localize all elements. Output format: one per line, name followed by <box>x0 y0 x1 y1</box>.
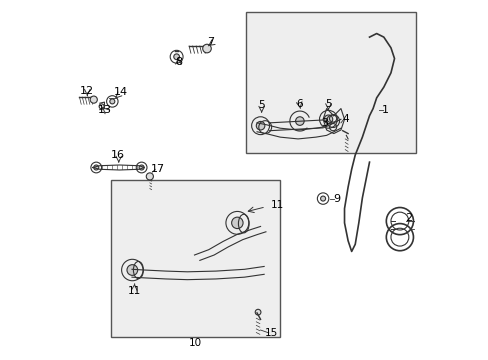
Text: 10: 10 <box>188 338 202 347</box>
Text: 3: 3 <box>321 118 328 128</box>
Bar <box>110 180 280 337</box>
Text: 15: 15 <box>264 328 277 338</box>
Circle shape <box>256 121 264 130</box>
Text: 5: 5 <box>325 99 331 109</box>
Circle shape <box>146 173 153 180</box>
Text: 5: 5 <box>258 100 264 110</box>
Text: 14: 14 <box>114 87 128 98</box>
Text: 2: 2 <box>405 212 411 222</box>
Circle shape <box>110 99 115 104</box>
Text: 7: 7 <box>206 37 214 48</box>
Text: 16: 16 <box>110 150 124 160</box>
Text: 9: 9 <box>332 194 340 203</box>
Circle shape <box>94 165 99 170</box>
Text: 4: 4 <box>342 114 348 124</box>
Circle shape <box>255 309 261 315</box>
Bar <box>246 12 415 153</box>
Circle shape <box>320 196 325 201</box>
Circle shape <box>173 54 179 60</box>
Text: 17: 17 <box>151 164 165 174</box>
Circle shape <box>295 117 304 125</box>
Circle shape <box>324 115 332 123</box>
Circle shape <box>90 96 97 103</box>
Circle shape <box>231 217 243 229</box>
Circle shape <box>127 265 138 275</box>
Text: 11: 11 <box>270 200 284 210</box>
Text: 6: 6 <box>296 99 303 109</box>
Text: 12: 12 <box>80 86 94 96</box>
Text: 13: 13 <box>98 105 112 115</box>
Text: 11: 11 <box>127 287 141 296</box>
Circle shape <box>203 44 211 53</box>
Text: 8: 8 <box>175 57 182 67</box>
Text: 1: 1 <box>381 105 388 115</box>
Circle shape <box>139 165 144 170</box>
